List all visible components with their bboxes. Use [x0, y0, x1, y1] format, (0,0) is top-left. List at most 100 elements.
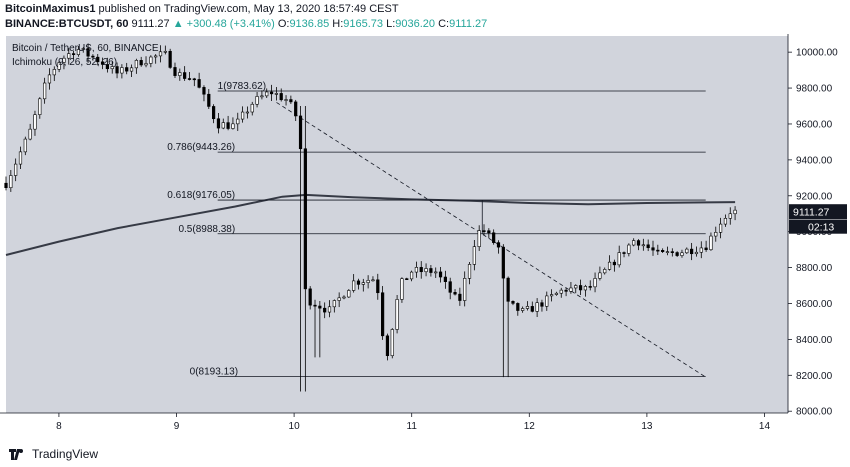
author-name[interactable]: BitcoinMaximus1: [5, 3, 96, 15]
candle-body: [226, 122, 230, 129]
candle-body: [356, 280, 361, 285]
price-chart[interactable]: 1(9783.62) 0.786(9443.26) 0.618(9176.05) 0.…: [0, 34, 850, 443]
time-tick-label: 13: [641, 421, 653, 432]
candle-body: [381, 292, 385, 337]
candle-body: [279, 93, 283, 101]
chart-area[interactable]: 1(9783.62) 0.786(9443.26) 0.618(9176.05) 0.…: [0, 34, 850, 443]
candle-body: [651, 247, 655, 251]
candle-body: [260, 95, 264, 98]
candle-body: [337, 297, 341, 301]
candle-body: [718, 223, 723, 233]
tradingview-brand: TradingView: [32, 447, 99, 461]
symbol-name: BINANCE:BTCUSDT, 60: [5, 18, 129, 30]
price-tag-bg: [789, 204, 847, 220]
price-tick-label: 8000.00: [796, 407, 833, 418]
candle-body: [187, 78, 192, 80]
low-label: L:: [386, 18, 396, 30]
candle-body: [149, 56, 153, 64]
time-tick-label: 14: [759, 421, 771, 432]
price-tick-label: 8600.00: [796, 299, 833, 310]
candle-body: [434, 271, 438, 274]
chart-footer: TradingView: [0, 443, 850, 467]
candle-body: [646, 244, 650, 249]
candle-body: [443, 276, 447, 282]
time-axis[interactable]: 8 9 10 11 12 13 14: [0, 412, 788, 432]
legend-symbol: Bitcoin / TetherUS, 60, BINANCE: [12, 43, 159, 54]
open-value: 9136.85: [289, 18, 330, 30]
last-price: 9111.27: [131, 18, 170, 30]
time-tick-label: 12: [524, 421, 536, 432]
candle-body: [569, 287, 573, 292]
candle-body: [501, 246, 505, 279]
candle-body: [400, 278, 404, 300]
candle-body: [91, 55, 95, 58]
low-value: 9036.20: [395, 18, 436, 30]
candle-body: [530, 306, 534, 312]
candle-body: [265, 91, 269, 97]
candle-body: [71, 53, 76, 55]
candle-body: [139, 60, 143, 66]
candle-body: [487, 230, 491, 234]
fib-level-label: 0(8193.13): [190, 367, 238, 378]
candle-body: [347, 290, 351, 298]
candle-body: [67, 53, 71, 59]
candle-body: [212, 106, 216, 120]
candle-body: [154, 55, 158, 58]
candle-body: [699, 247, 703, 253]
candle-body: [656, 249, 660, 252]
candle-body: [680, 252, 684, 256]
candle-body: [202, 87, 206, 95]
candle-body: [250, 103, 254, 113]
candle-body: [641, 244, 645, 247]
price-axis[interactable]: 8000.008200.008400.008600.008800.009000.…: [787, 34, 850, 443]
candle-body: [598, 272, 602, 279]
candle-body: [545, 295, 549, 307]
candle-body: [564, 289, 568, 292]
time-tick-label: 8: [56, 421, 62, 432]
candle-body: [332, 300, 336, 308]
candle-body: [105, 64, 109, 70]
chart-header: BitcoinMaximus1 published on TradingView…: [0, 0, 850, 34]
candle-body: [33, 114, 37, 130]
candle-body: [690, 248, 694, 255]
tradingview-logo[interactable]: TradingView: [8, 447, 98, 461]
candle-body: [38, 98, 42, 115]
close-value: 9111.27: [449, 18, 488, 30]
candle-body: [578, 285, 583, 291]
candle-body: [120, 67, 124, 74]
candle-body: [236, 118, 240, 125]
price-tick-label: 8200.00: [796, 371, 833, 382]
candle-body: [550, 294, 554, 297]
candle-body: [467, 264, 472, 279]
candle-body: [192, 78, 196, 81]
candle-body: [197, 79, 201, 88]
high-label: H:: [332, 18, 344, 30]
candle-body: [366, 280, 370, 283]
candle-body: [86, 48, 90, 57]
candle-body: [482, 230, 486, 232]
price-tick-label: 8800.00: [796, 263, 833, 274]
candle-body: [361, 282, 365, 285]
candle-body: [535, 302, 539, 312]
candle-body: [47, 74, 52, 84]
candle-body: [125, 67, 129, 72]
candle-body: [429, 268, 433, 273]
candle-body: [158, 51, 163, 57]
candle-body: [134, 60, 138, 69]
candle-body: [603, 269, 607, 274]
candle-body: [390, 329, 394, 357]
candle-body: [463, 278, 467, 301]
candle-body: [636, 240, 641, 246]
candle-body: [81, 48, 85, 50]
countdown-bg: [789, 219, 847, 234]
candle-body: [371, 279, 375, 282]
price-axis-bg: [788, 34, 850, 443]
candle-body: [627, 244, 631, 254]
fib-level-label: 1(9783.62): [218, 81, 266, 92]
candle-body: [496, 242, 501, 248]
candle-body: [728, 213, 732, 219]
candle-body: [516, 303, 520, 311]
candle-body: [409, 271, 414, 280]
close-label: C:: [438, 18, 450, 30]
candle-body: [163, 50, 167, 53]
